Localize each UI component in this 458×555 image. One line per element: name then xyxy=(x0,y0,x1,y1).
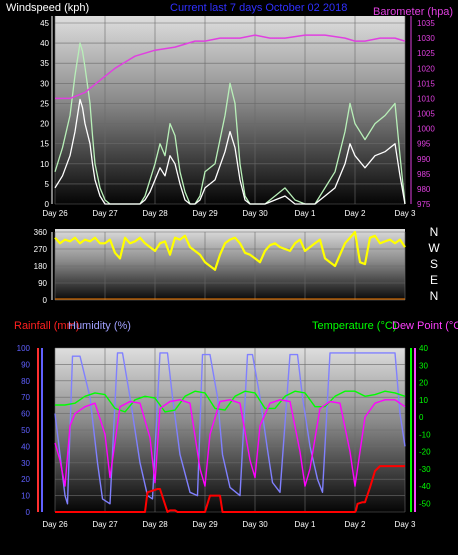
barometer-tick-label: 1020 xyxy=(417,64,435,73)
barometer-tick-label: 995 xyxy=(417,140,431,149)
temperature-tick-label: 40 xyxy=(419,344,428,353)
barometer-tick-label: 1005 xyxy=(417,110,435,119)
barometer-tick-label: 1015 xyxy=(417,79,435,88)
wind-day-label: Day 30 xyxy=(242,209,268,218)
climate-day-label: Day 2 xyxy=(345,520,366,529)
climate-day-label: Day 26 xyxy=(42,520,68,529)
wind-tick-label: 30 xyxy=(40,79,49,88)
barometer-tick-label: 1025 xyxy=(417,49,435,58)
climate-day-label: Day 29 xyxy=(192,520,218,529)
temperature-tick-label: 10 xyxy=(419,396,428,405)
wind-day-label: Day 29 xyxy=(192,209,218,218)
barometer-tick-label: 1000 xyxy=(417,125,435,134)
barometer-axis-label: Barometer (hpa) xyxy=(373,6,453,18)
temperature-tick-label: -20 xyxy=(419,448,431,457)
average-line xyxy=(54,98,406,205)
wind-series xyxy=(54,34,406,205)
wind-tick-label: 25 xyxy=(40,99,49,108)
wind-day-label: Day 1 xyxy=(295,209,316,218)
temperature-tick-label: 30 xyxy=(419,361,428,370)
climate-day-label: Day 28 xyxy=(142,520,168,529)
humidity-tick-label: 70 xyxy=(21,393,30,402)
barometer-tick-label: 1030 xyxy=(417,34,435,43)
direction-tick-label: 360 xyxy=(34,228,48,237)
humidity-tick-label: 20 xyxy=(21,475,30,484)
wind-direction-line xyxy=(54,230,406,271)
humidity-tick-label: 80 xyxy=(21,377,30,386)
humidity-tick-label: 50 xyxy=(21,426,30,435)
chart-title: Current last 7 days October 02 2018 xyxy=(170,2,347,14)
direction-tick-label: 0 xyxy=(43,296,48,305)
climate-day-label: Day 3 xyxy=(395,520,416,529)
wind-axes: 0510152025303540459759809859909951000100… xyxy=(40,16,435,218)
dewpoint-line xyxy=(54,399,406,487)
temperature-tick-label: 0 xyxy=(419,413,424,422)
wind-day-label: Day 2 xyxy=(345,209,366,218)
rainfall-axis-label: Rainfall (mm) xyxy=(14,320,79,332)
humidity-tick-label: 10 xyxy=(21,492,30,501)
barometer-tick-label: 985 xyxy=(417,170,431,179)
dewpoint-axis-label: Dew Point (°C) xyxy=(392,320,458,332)
barometer-tick-label: 1010 xyxy=(417,94,435,103)
temperature-line xyxy=(55,390,406,413)
direction-tick-label: 180 xyxy=(34,262,48,271)
temperature-tick-label: -30 xyxy=(419,465,431,474)
wind-tick-label: 20 xyxy=(40,120,49,129)
wind-tick-label: 10 xyxy=(40,160,49,169)
temperature-tick-label: -40 xyxy=(419,482,431,491)
barometer-tick-label: 990 xyxy=(417,155,431,164)
wind-day-label: Day 28 xyxy=(142,209,168,218)
wind-tick-label: 45 xyxy=(40,19,49,28)
compass-label: W xyxy=(428,241,440,255)
humidity-tick-label: 90 xyxy=(21,360,30,369)
direction-series xyxy=(54,230,406,271)
temperature-axis-label: Temperature (°C) xyxy=(312,320,396,332)
temperature-tick-label: -50 xyxy=(419,499,431,508)
temperature-tick-label: -10 xyxy=(419,430,431,439)
windspeed-axis-label: Windspeed (kph) xyxy=(6,2,89,14)
wind-tick-label: 35 xyxy=(40,59,49,68)
compass-label: N xyxy=(430,289,439,303)
wind-panel-bg xyxy=(55,16,405,204)
wind-day-label: Day 3 xyxy=(395,209,416,218)
climate-day-label: Day 30 xyxy=(242,520,268,529)
wind-day-label: Day 26 xyxy=(42,209,68,218)
barometer-line xyxy=(55,34,406,100)
compass-label: E xyxy=(430,273,438,287)
humidity-tick-label: 30 xyxy=(21,459,30,468)
barometer-tick-label: 975 xyxy=(417,200,431,209)
humidity-axis-label: Humidity (%) xyxy=(68,320,131,332)
barometer-tick-label: 1035 xyxy=(417,19,435,28)
wind-tick-label: 15 xyxy=(40,140,49,149)
humidity-tick-label: 40 xyxy=(21,442,30,451)
wind-tick-label: 0 xyxy=(45,200,50,209)
humidity-tick-label: 0 xyxy=(26,508,31,517)
rainfall-line xyxy=(55,465,405,513)
climate-day-label: Day 1 xyxy=(295,520,316,529)
temperature-tick-label: 20 xyxy=(419,379,428,388)
climate-axes: 0 10 20 30 40 50 60 70 80 90 100 -50 -40 -30 -20 -10 0 10… xyxy=(17,344,431,529)
gust-line xyxy=(54,42,406,205)
direction-tick-label: 270 xyxy=(34,245,48,254)
climate-day-label: Day 27 xyxy=(92,520,118,529)
humidity-tick-label: 100 xyxy=(17,344,31,353)
climate-series xyxy=(54,352,406,513)
direction-tick-label: 90 xyxy=(38,279,47,288)
humidity-tick-label: 60 xyxy=(21,410,30,419)
barometer-tick-label: 980 xyxy=(417,185,431,194)
wind-tick-label: 5 xyxy=(45,180,50,189)
humidity-line xyxy=(54,352,406,505)
wind-day-label: Day 27 xyxy=(92,209,118,218)
compass-label: S xyxy=(430,257,438,271)
compass-label: N xyxy=(430,225,439,239)
wind-tick-label: 40 xyxy=(40,39,49,48)
